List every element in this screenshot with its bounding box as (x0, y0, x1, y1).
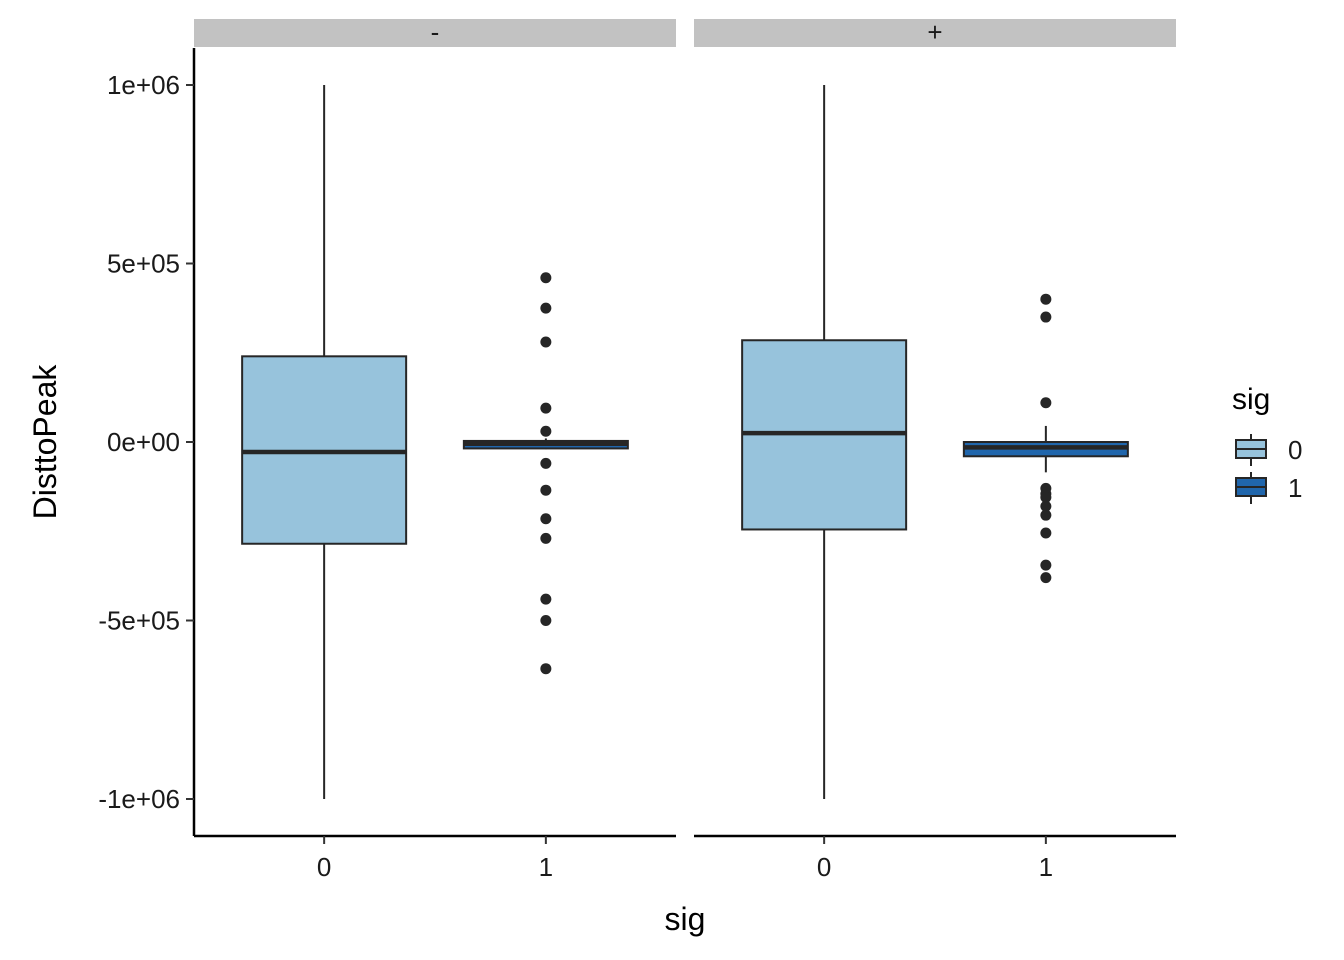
outlier-point (540, 425, 552, 437)
y-tick-label: -1e+06 (98, 784, 180, 814)
outlier-point (540, 484, 552, 496)
outlier-point (1040, 491, 1052, 503)
y-tick-label: 0e+00 (107, 427, 180, 457)
y-tick-label: 5e+05 (107, 249, 180, 279)
legend-label: 1 (1288, 473, 1302, 503)
x-axis-title: sig (665, 901, 706, 937)
outlier-point (540, 593, 552, 605)
facet-strip-label: - (431, 17, 440, 47)
y-axis-title: DisttoPeak (27, 364, 63, 520)
x-tick-label: 0 (817, 852, 831, 882)
outlier-point (540, 402, 552, 414)
facet-strip (194, 19, 676, 47)
facet-strip-label: + (927, 17, 942, 47)
facet-strip (694, 19, 1176, 47)
legend-title: sig (1232, 383, 1270, 416)
outlier-point (1040, 293, 1052, 305)
outlier-point (1040, 311, 1052, 323)
legend-label: 0 (1288, 435, 1302, 465)
outlier-point (1040, 397, 1052, 409)
outlier-point (1040, 527, 1052, 539)
outlier-point (540, 457, 552, 469)
outlier-point (540, 272, 552, 284)
y-tick-label: -5e+05 (98, 606, 180, 636)
outlier-point (540, 513, 552, 525)
x-tick-label: 1 (1039, 852, 1053, 882)
x-tick-label: 1 (539, 852, 553, 882)
outlier-point (1040, 509, 1052, 521)
outlier-point (540, 302, 552, 314)
outlier-point (540, 615, 552, 626)
outlier-point (540, 336, 552, 348)
outlier-point (540, 532, 552, 544)
x-tick-label: 0 (317, 852, 331, 882)
outlier-point (1040, 572, 1052, 584)
y-tick-label: 1e+06 (107, 70, 180, 100)
outlier-point (1040, 500, 1052, 512)
outlier-point (540, 663, 552, 675)
outlier-point (1040, 559, 1052, 571)
